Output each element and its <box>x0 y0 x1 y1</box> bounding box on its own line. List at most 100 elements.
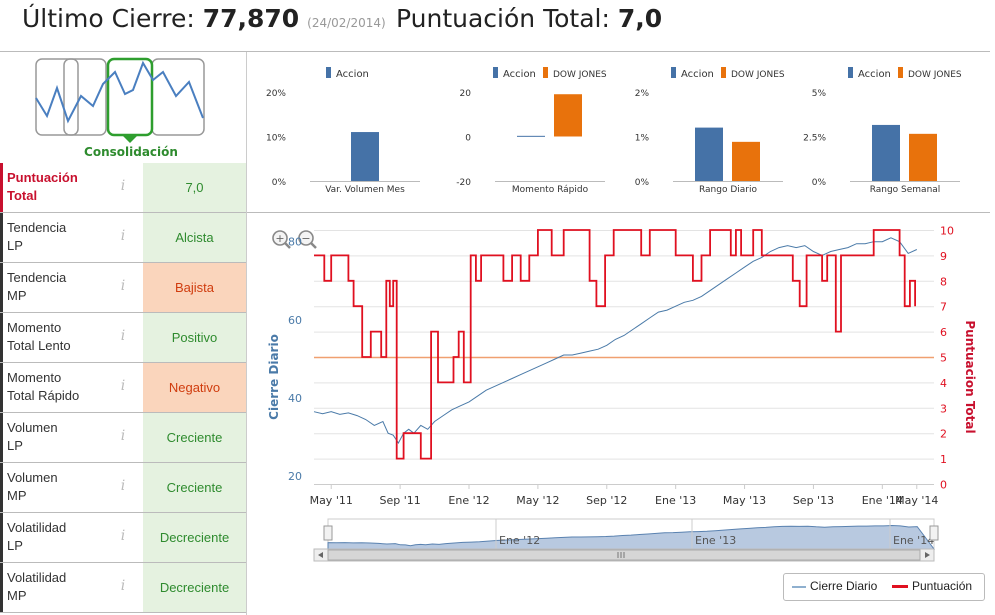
score-row-label-line2: MP <box>7 488 27 503</box>
mini-chart-title: Rango Diario <box>699 185 758 195</box>
x-tick-label: Sep '11 <box>379 494 420 507</box>
y2-axis-title: Puntuacion Total <box>963 320 977 433</box>
legend-swatch <box>848 67 853 78</box>
mini-chart-title: Rango Semanal <box>870 185 941 195</box>
score-row-value: Negativo <box>143 363 246 412</box>
legend-swatch <box>898 67 903 78</box>
legend-label: Accion <box>336 69 369 80</box>
legend-label: Accion <box>858 69 891 80</box>
y-tick-label: 40 <box>288 392 302 405</box>
y2-tick-label: 3 <box>940 402 947 415</box>
last-close-heading: Último Cierre: 77,870 (24/02/2014) <box>22 4 386 33</box>
chart-navigator[interactable]: Ene '12 Ene '13 Ene '14 <box>313 518 939 562</box>
score-row-label-line2: Total <box>7 188 38 203</box>
score-row-value: Alcista <box>143 213 246 262</box>
score-row-value: Decreciente <box>143 563 246 612</box>
y-tick-label: 0% <box>272 178 287 188</box>
info-icon[interactable]: i <box>120 578 126 594</box>
legend-close-label[interactable]: Cierre Diario <box>810 579 878 593</box>
score-row: Tendencia LP i Alcista <box>0 213 246 263</box>
score-row: Momento Total Rápido i Negativo <box>0 363 246 413</box>
navigator-handle[interactable] <box>323 525 333 541</box>
legend-label: Accion <box>503 69 536 80</box>
scroll-right-icon[interactable] <box>925 552 930 558</box>
legend-score-swatch <box>892 585 908 588</box>
x-tick-label: Sep '12 <box>586 494 627 507</box>
total-score-label: Puntuación Total: <box>396 4 610 33</box>
charts-divider <box>247 212 990 213</box>
y2-tick-label: 10 <box>940 225 954 238</box>
y-tick-label: 1% <box>635 134 650 144</box>
navigator-tick-label: Ene '13 <box>695 534 736 547</box>
score-row-label-line1: Momento <box>7 370 62 385</box>
y-tick-label: 60 <box>288 314 302 327</box>
info-icon[interactable]: i <box>120 178 126 194</box>
score-row: Momento Total Lento i Positivo <box>0 313 246 363</box>
navigator-handle[interactable] <box>929 525 939 541</box>
y2-tick-label: 2 <box>940 428 947 441</box>
score-row-label-line2: MP <box>7 588 27 603</box>
legend-label: DOW JONES <box>553 70 607 80</box>
y-tick-label: 20 <box>460 89 472 99</box>
scroll-left-icon[interactable] <box>318 552 323 558</box>
last-close-value: 77,870 <box>202 4 300 33</box>
legend-label: DOW JONES <box>908 70 962 80</box>
score-row-value: Decreciente <box>143 513 246 562</box>
bar-dow-jones[interactable] <box>554 94 582 137</box>
mini-chart: Accion DOW JONES 2% 1% 0% Rango Diario <box>635 67 785 195</box>
zoom-out-icon[interactable]: − <box>298 230 317 249</box>
row-divider <box>0 212 246 213</box>
legend-label: DOW JONES <box>731 70 785 80</box>
info-icon[interactable]: i <box>120 378 126 394</box>
score-row-label-line2: LP <box>7 238 23 253</box>
y2-tick-label: 6 <box>940 326 947 339</box>
pattern-chart-icon: Consolidación <box>35 57 205 159</box>
row-divider <box>0 362 246 363</box>
legend-score-label[interactable]: Puntuación <box>912 579 973 593</box>
y2-tick-label: 1 <box>940 453 947 466</box>
row-divider <box>0 562 246 563</box>
bar-dow-jones[interactable] <box>909 133 937 181</box>
x-tick-label: Ene '14 <box>862 494 903 507</box>
score-row-value: Positivo <box>143 313 246 362</box>
info-icon[interactable]: i <box>120 528 126 544</box>
mini-chart-title: Momento Rápido <box>512 185 589 195</box>
info-icon[interactable]: i <box>120 428 126 444</box>
score-row-label: Volumen MP <box>0 463 121 512</box>
x-tick-label: May '11 <box>310 494 353 507</box>
info-icon[interactable]: i <box>120 478 126 494</box>
bar-accion[interactable] <box>351 132 379 181</box>
score-row-label-line1: Puntuación <box>7 170 78 185</box>
svg-text:−: − <box>301 232 310 245</box>
score-row-label-line2: MP <box>7 288 27 303</box>
x-tick-label: May '13 <box>723 494 766 507</box>
y-tick-label: 2% <box>635 89 650 99</box>
x-tick-label: Ene '13 <box>655 494 696 507</box>
y-tick-label: -20 <box>456 178 471 188</box>
total-score-heading: Puntuación Total: 7,0 <box>396 4 662 33</box>
series-puntuacion[interactable] <box>314 229 916 460</box>
y-axis-title: Cierre Diario <box>267 334 281 420</box>
score-row-label-line1: Volumen <box>7 470 58 485</box>
score-row-label: Tendencia MP <box>0 263 121 312</box>
score-row-value: Bajista <box>143 263 246 312</box>
bar-accion[interactable] <box>517 135 545 137</box>
info-icon[interactable]: i <box>120 228 126 244</box>
score-row-value: Creciente <box>143 463 246 512</box>
info-icon[interactable]: i <box>120 328 126 344</box>
row-divider <box>0 262 246 263</box>
bar-dow-jones[interactable] <box>732 141 760 181</box>
bar-accion[interactable] <box>872 124 900 181</box>
legend-label: Accion <box>681 69 714 80</box>
zoom-in-icon[interactable]: + <box>272 230 291 249</box>
score-row-label-line1: Volatilidad <box>7 520 67 535</box>
main-chart-legend: Cierre Diario Puntuación <box>783 573 985 601</box>
bar-accion[interactable] <box>695 127 723 181</box>
info-icon[interactable]: i <box>120 278 126 294</box>
score-row-label-line1: Volumen <box>7 420 58 435</box>
score-row: Puntuación Total i 7,0 <box>0 163 246 213</box>
legend-swatch <box>493 67 498 78</box>
pattern-thumbnail[interactable]: Consolidación <box>33 56 209 160</box>
navigator-scrollbar[interactable] <box>313 548 935 562</box>
left-panel-divider <box>246 52 247 615</box>
